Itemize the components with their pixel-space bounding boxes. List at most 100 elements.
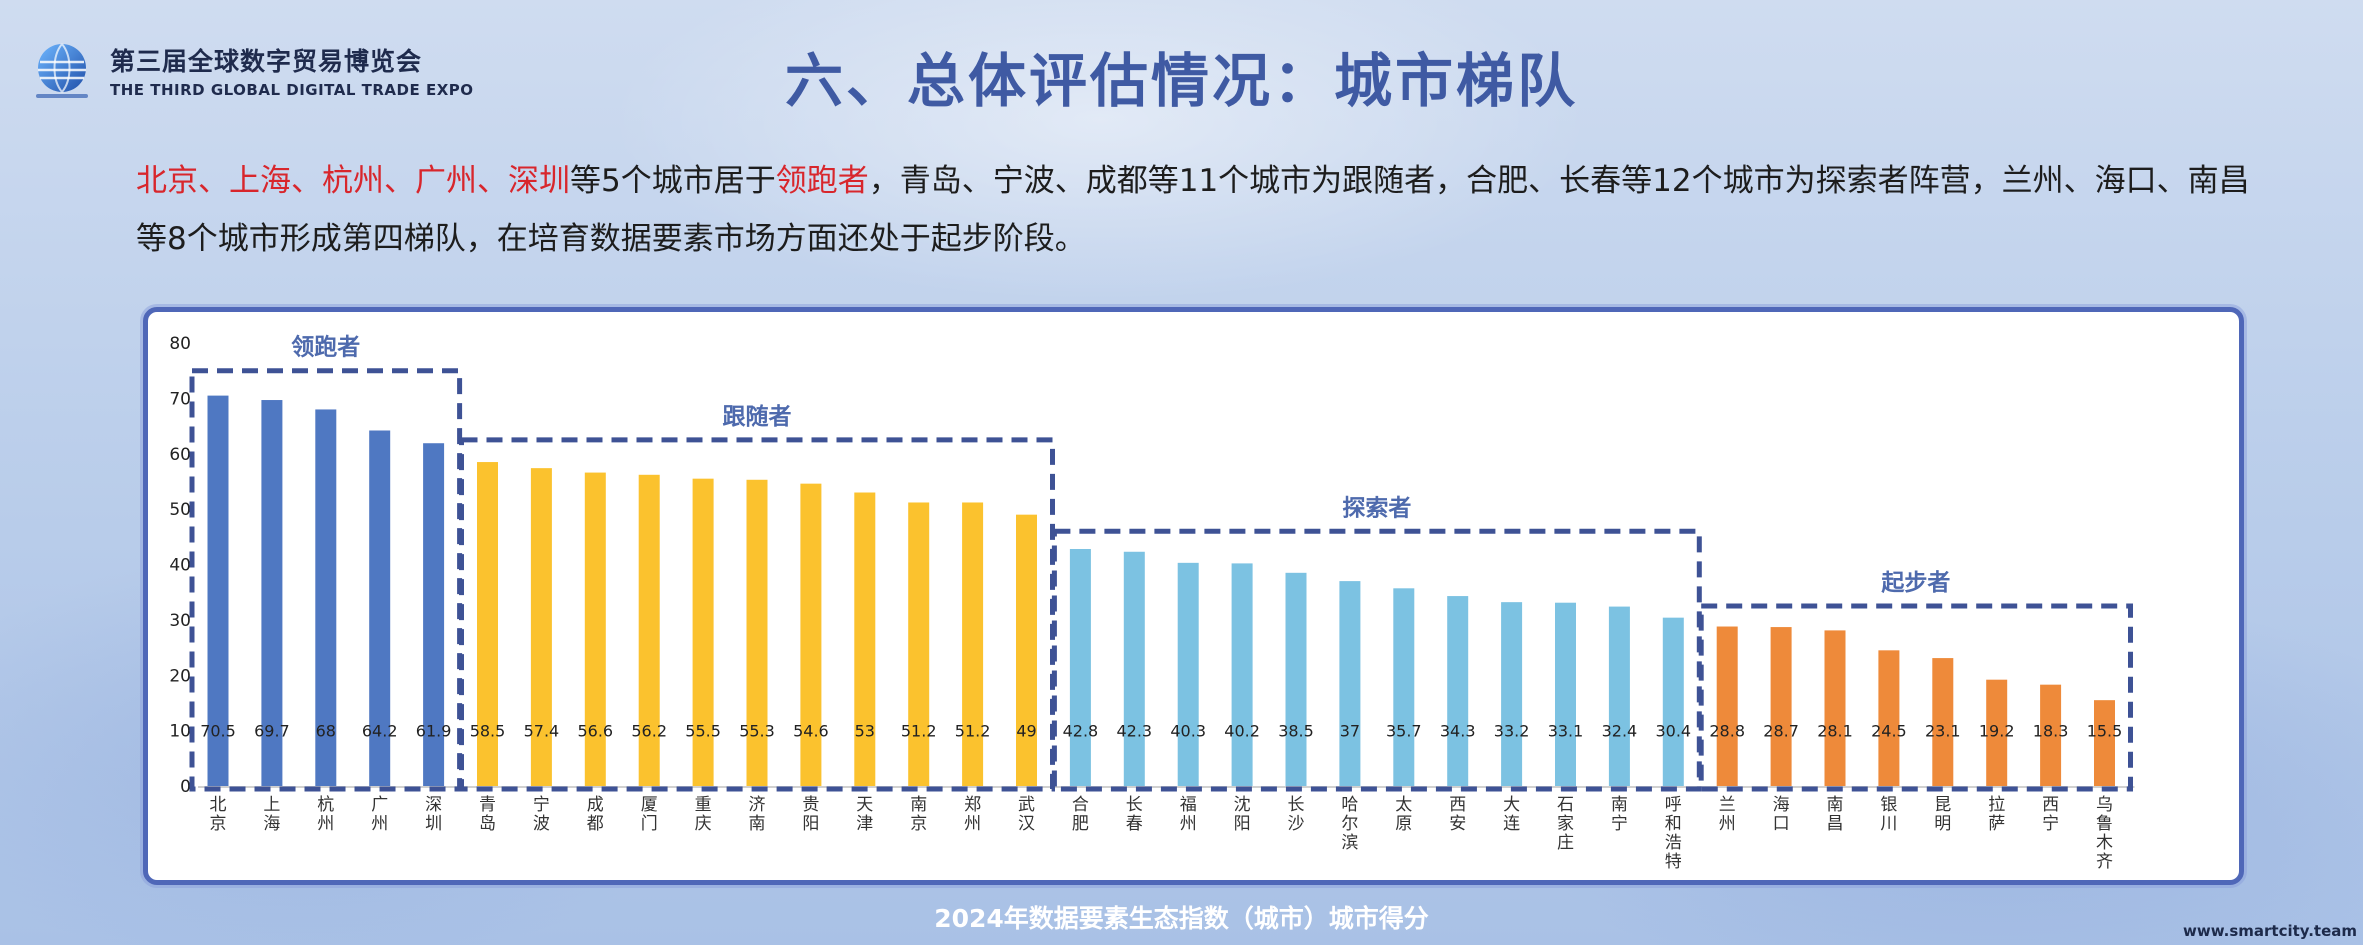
leader-city: 深圳: [508, 163, 570, 199]
data-label: 51.2: [955, 722, 991, 741]
data-label: 42.8: [1063, 722, 1099, 741]
x-tick-label: 南昌: [1827, 795, 1844, 834]
group-box: [1698, 603, 2133, 792]
data-label: 30.4: [1655, 722, 1691, 741]
x-tick-label: 海口: [1773, 795, 1790, 834]
bar: [1716, 626, 1738, 786]
x-tick-label: 宁波: [533, 795, 550, 834]
x-tick-label: 武汉: [1018, 795, 1035, 834]
group-label: 领跑者: [291, 334, 360, 361]
data-label: 42.3: [1116, 722, 1152, 741]
x-tick-label: 济南: [749, 795, 766, 834]
x-tick-label: 沈阳: [1234, 795, 1251, 834]
x-tick-label: 哈尔滨: [1341, 795, 1358, 853]
bar: [908, 502, 930, 786]
bar: [1770, 627, 1792, 786]
x-tick-label: 银川: [1880, 795, 1897, 834]
expo-logo: 第三届全球数字贸易博览会 THE THIRD GLOBAL DIGITAL TR…: [30, 38, 474, 102]
data-label: 40.3: [1170, 722, 1206, 741]
globe-logo-icon: [36, 43, 88, 98]
y-tick-label: 60: [169, 445, 191, 465]
data-label: 53: [855, 722, 875, 741]
data-label: 55.5: [685, 722, 721, 741]
separator: 、: [198, 163, 229, 199]
group-label: 探索者: [1342, 495, 1411, 521]
leader-city: 广州: [415, 163, 477, 199]
x-tick-label: 合肥: [1072, 795, 1089, 834]
data-label: 23.1: [1925, 722, 1961, 741]
bar: [315, 409, 337, 786]
x-tick-label: 太原: [1395, 795, 1412, 834]
x-tick-label: 南宁: [1611, 795, 1628, 834]
bar: [638, 474, 660, 786]
chart-caption: 2024年数据要素生态指数（城市）城市得分: [934, 904, 1429, 933]
x-tick-label: 昆明: [1934, 795, 1951, 834]
x-tick-label: 长春: [1126, 795, 1143, 834]
data-label: 33.2: [1494, 722, 1530, 741]
y-tick-label: 0: [180, 777, 191, 797]
x-tick-label: 深圳: [425, 795, 442, 834]
summary-text: 等5个城市居于: [570, 163, 776, 199]
city-score-bar-chart: 0 10 20 30 40 50 60 70 80 70.5 北京 69.7 上海 68 杭州 64.2 广州 6…: [169, 334, 2135, 872]
bar: [261, 400, 283, 786]
bar: [1662, 617, 1684, 786]
x-tick-label: 兰州: [1719, 795, 1736, 834]
bar: [1447, 596, 1469, 786]
bar: [1339, 581, 1361, 786]
bar: [1932, 658, 1954, 786]
data-label: 37: [1340, 722, 1360, 741]
bar: [477, 462, 498, 786]
data-label: 28.8: [1709, 722, 1745, 741]
bar: [1501, 602, 1523, 786]
bar: [1824, 630, 1846, 786]
x-tick-label: 石家庄: [1557, 795, 1574, 853]
data-label: 35.7: [1386, 722, 1422, 741]
data-label: 18.3: [2033, 722, 2069, 741]
y-tick-label: 20: [169, 666, 191, 686]
x-tick-label: 上海: [263, 795, 280, 834]
bar: [1231, 563, 1253, 786]
bar: [2040, 684, 2062, 786]
bar: [1393, 588, 1415, 786]
bar: [369, 430, 391, 786]
bar: [1123, 551, 1145, 786]
x-tick-label: 天津: [856, 795, 873, 834]
logo-chinese-name: 第三届全球数字贸易博览会: [110, 46, 423, 76]
x-tick-label: 厦门: [641, 795, 658, 834]
x-tick-label: 南京: [910, 795, 927, 834]
data-label: 32.4: [1602, 722, 1638, 741]
data-label: 38.5: [1278, 722, 1314, 741]
data-label: 28.1: [1817, 722, 1853, 741]
y-tick-label: 50: [169, 500, 191, 520]
bar: [1016, 514, 1037, 786]
x-tick-label: 西宁: [2042, 795, 2059, 834]
data-label: 15.5: [2087, 722, 2123, 741]
bar: [1285, 572, 1307, 786]
bar: [1069, 548, 1091, 786]
separator: 、: [384, 163, 415, 199]
summary-paragraph: 北京、上海、杭州、广州、深圳等5个城市居于领跑者，青岛、宁波、成都等11个城市为…: [136, 152, 2256, 268]
bar: [1878, 650, 1900, 786]
leader-city: 北京: [136, 163, 198, 199]
data-label: 40.2: [1224, 722, 1260, 741]
x-tick-label: 郑州: [964, 795, 981, 834]
y-tick-label: 10: [169, 722, 191, 742]
y-tick-label: 80: [169, 334, 191, 354]
data-label: 33.1: [1548, 722, 1584, 741]
group-label: 起步者: [1881, 570, 1950, 596]
x-tick-label: 福州: [1180, 795, 1197, 834]
bar: [2094, 700, 2115, 786]
bar: [1555, 602, 1576, 786]
data-label: 61.9: [416, 722, 452, 741]
x-tick-label: 北京: [210, 795, 227, 834]
y-tick-label: 30: [169, 611, 191, 631]
data-label: 64.2: [362, 722, 398, 741]
bar: [1986, 679, 2008, 786]
separator: 、: [291, 163, 322, 199]
data-label: 28.7: [1763, 722, 1799, 741]
bar: [530, 468, 552, 786]
data-label: 68: [316, 722, 336, 741]
group-box: [1051, 528, 1702, 792]
data-label: 19.2: [1979, 722, 2015, 741]
bar: [423, 443, 445, 786]
